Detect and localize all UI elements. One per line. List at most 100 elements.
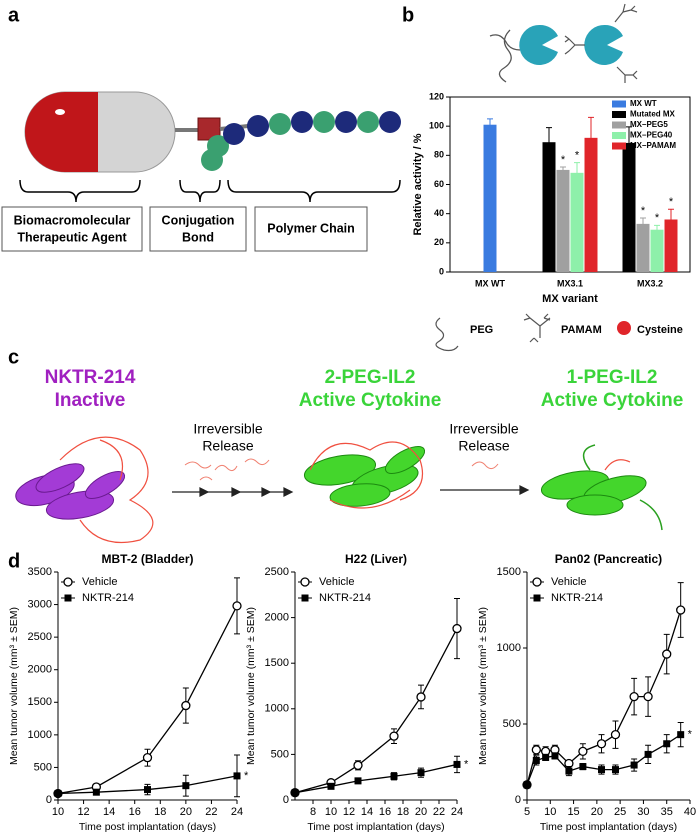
legend-label: Vehicle (82, 576, 117, 588)
state-title: Active Cytokine (541, 390, 684, 411)
marker (579, 763, 587, 771)
marker (417, 769, 425, 777)
y-tick-label: 0 (515, 794, 521, 806)
legend-label: Vehicle (319, 576, 354, 588)
error-bar (546, 127, 552, 157)
x-tick-label: 15 (567, 806, 579, 818)
state-title: 2-PEG-IL2 (325, 367, 416, 388)
y-tick-label: 0 (439, 266, 444, 276)
x-tick-label: 30 (637, 806, 649, 818)
marker (54, 789, 62, 797)
marker (144, 786, 151, 794)
marker (551, 752, 559, 760)
x-tick-label: 12 (343, 806, 355, 818)
x-axis-label: Time post implantation (days) (79, 821, 216, 833)
y-tick-label: 60 (434, 179, 444, 189)
marker (629, 691, 639, 702)
y-axis-label: Mean tumor volume (mm³ ± SEM) (245, 607, 257, 765)
x-tick-label: 10 (544, 806, 556, 818)
marker (232, 601, 242, 611)
y-tick-label: 2000 (265, 612, 289, 624)
conjugate-illustration (1, 91, 401, 252)
y-tick-label: 1000 (265, 703, 289, 715)
error-bar (668, 208, 674, 230)
step-label: Release (458, 438, 510, 454)
marker (182, 782, 190, 790)
legend-marker (64, 594, 72, 602)
y-tick-label: 1500 (497, 566, 521, 578)
conjugate-legend (435, 313, 631, 352)
significance-marker: * (688, 729, 693, 741)
state-title: 1-PEG-IL2 (567, 367, 658, 388)
series-line (294, 763, 458, 794)
significance-marker: * (561, 154, 566, 166)
legend-label: NKTR-214 (319, 592, 371, 604)
chart-title: H22 (Liver) (345, 552, 407, 566)
legend-label: MX–PAMAM (630, 141, 676, 150)
legend-swatch (612, 100, 626, 108)
legend-label: Vehicle (551, 576, 586, 588)
x-tick-label: 22 (205, 806, 217, 818)
axes (294, 572, 457, 801)
step-label: Release (202, 438, 254, 454)
significance-marker: * (244, 770, 249, 782)
significance-marker: * (575, 150, 580, 162)
y-tick-label: 2500 (265, 566, 289, 578)
y-tick-label: 2000 (28, 664, 52, 676)
legend-label: PAMAM (561, 324, 602, 336)
marker (630, 761, 638, 769)
legend-label: Cysteine (637, 324, 683, 336)
y-tick-label: 2500 (28, 631, 52, 643)
marker (542, 753, 550, 761)
legend-marker (533, 594, 541, 602)
marker (596, 739, 607, 749)
x-tick-label: 22 (433, 806, 445, 818)
panel-label: d (8, 550, 20, 572)
x-tick-label: MX3.2 (637, 278, 663, 288)
legend-swatch (612, 132, 626, 139)
marker (676, 605, 686, 615)
series-line (294, 628, 458, 794)
x-tick-label: 40 (684, 806, 696, 818)
x-tick-label: 16 (379, 806, 391, 818)
error-bar (574, 162, 580, 184)
marker (453, 760, 461, 768)
legend-marker (301, 594, 309, 602)
marker (353, 760, 363, 770)
x-axis-label: Time post implantation (days) (540, 821, 677, 833)
bar (664, 219, 678, 272)
marker (142, 753, 153, 763)
bar (636, 223, 650, 272)
state-title: Inactive (55, 390, 126, 411)
bar (570, 172, 584, 272)
y-tick-label: 20 (434, 237, 444, 247)
marker (452, 623, 462, 634)
bar (483, 124, 497, 272)
y-axis-label: Mean tumor volume (mm³ ± SEM) (8, 607, 20, 765)
x-axis-label: MX variant (542, 293, 598, 305)
x-tick-label: MX3.1 (557, 278, 583, 288)
panel-label: c (8, 346, 19, 368)
step-label: Irreversible (449, 421, 518, 437)
step-label: Irreversible (193, 421, 262, 437)
legend-label: NKTR-214 (82, 592, 134, 604)
marker (92, 788, 100, 796)
marker (644, 750, 652, 758)
marker (677, 731, 685, 739)
box-label: Bond (182, 230, 214, 244)
box-label: Polymer Chain (267, 221, 355, 235)
panel-label: b (402, 4, 414, 26)
legend-label: MX WT (630, 99, 657, 108)
marker (291, 789, 299, 797)
y-tick-label: 500 (271, 748, 289, 760)
y-tick-label: 120 (429, 91, 444, 101)
y-tick-label: 3000 (28, 598, 52, 610)
state-title: NKTR-214 (45, 367, 136, 388)
x-tick-label: 5 (524, 806, 530, 818)
state-title: Active Cytokine (299, 390, 442, 411)
axes (526, 572, 690, 801)
y-tick-label: 500 (503, 718, 521, 730)
marker (643, 691, 653, 702)
legend-label: MX–PEG5 (630, 120, 668, 129)
